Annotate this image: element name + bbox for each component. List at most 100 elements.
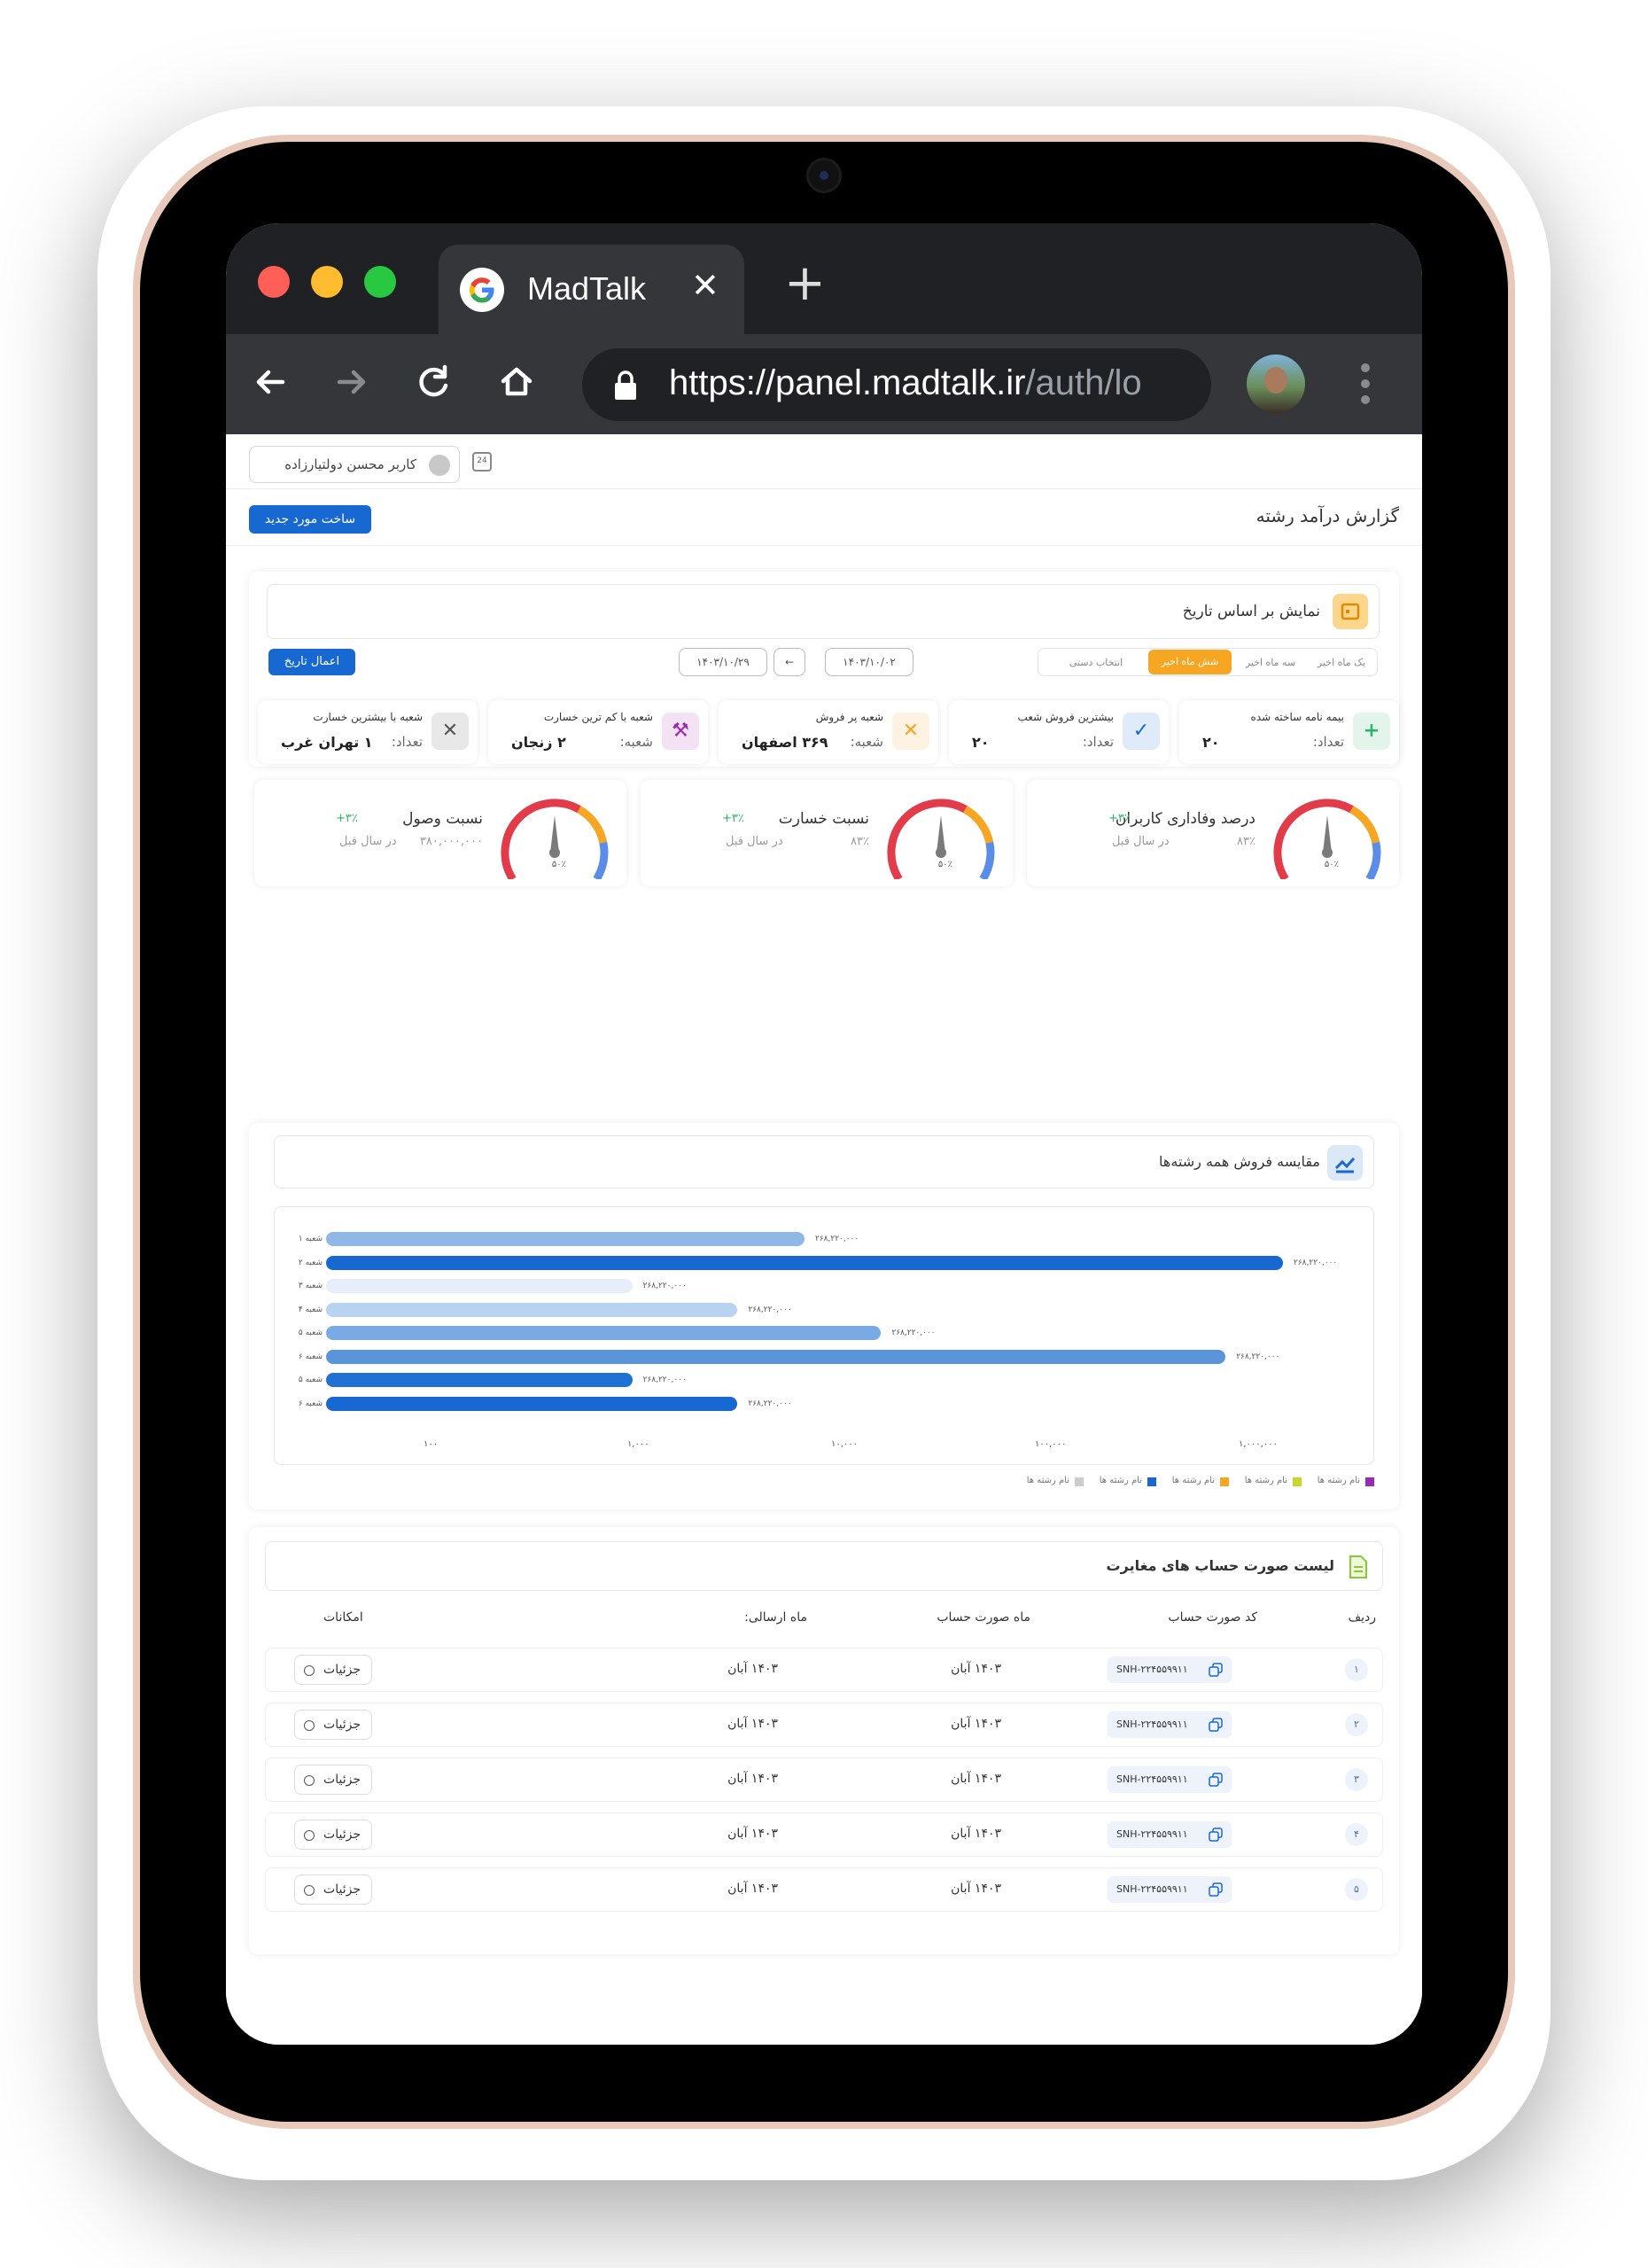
kebab-menu-icon[interactable] <box>1360 361 1371 407</box>
tools-icon: ✕ <box>892 713 929 750</box>
address-bar[interactable]: https://panel.madtalk.ir/auth/lo <box>582 348 1211 421</box>
from-date-field[interactable]: ۱۴۰۳/۱۰/۰۲ <box>825 648 913 676</box>
chart-header: مقایسه فروش همه رشته‌ها <box>274 1135 1374 1189</box>
tab-one-month[interactable]: یک ماه اخیر <box>1317 657 1366 668</box>
bar-category-label: شعبه ۲ <box>298 1258 323 1267</box>
invoice-code: SNH-۲۲۴۵۵۹۹۱۱ <box>1116 1719 1188 1730</box>
col-header-actions: امکانات <box>323 1610 363 1625</box>
legend-swatch <box>1293 1477 1302 1486</box>
x-tick-label: ۱,۰۰۰ <box>627 1439 649 1449</box>
create-new-button[interactable]: ساخت مورد جدید <box>249 505 371 534</box>
x-tick-label: ۱۰,۰۰۰ <box>831 1439 859 1449</box>
bar-chart: شعبه ۱ ۲۶۸,۲۲۰,۰۰۰ شعبه ۲ ۲۶۸,۲۲۰,۰۰۰ شعبه ۳… <box>275 1207 1375 1466</box>
reload-icon[interactable] <box>408 355 461 409</box>
gauge-dial <box>887 799 995 879</box>
details-button[interactable]: جزئیات <box>294 1820 372 1850</box>
details-button[interactable]: جزئیات <box>294 1655 372 1685</box>
user-name: کاربر محسن دولتیارزاده <box>284 456 416 472</box>
gauge-prev-value: ۳۸۰,۰۰۰,۰۰۰ <box>419 835 483 848</box>
apply-date-button[interactable]: اعمال تاریخ <box>268 649 355 675</box>
gauge-title: نسبت خسارت <box>778 810 869 828</box>
invoice-code-chip[interactable]: SNH-۲۲۴۵۵۹۹۱۱ <box>1108 1656 1232 1683</box>
stat-card: ✕ شعبه با بیشترین خسارت تعداد: ۱ تهران غ… <box>258 700 478 764</box>
table-row: ۲ SNH-۲۲۴۵۵۹۹۱۱ ۱۴۰۳ آبان ۱۴۰۳ آبان جزئی… <box>265 1703 1383 1747</box>
gauge-dial <box>501 799 609 879</box>
stat-value: ۱ تهران غرب <box>281 734 373 751</box>
details-label: جزئیات <box>323 1718 361 1732</box>
tab-three-months[interactable]: سه ماه اخیر <box>1245 657 1296 668</box>
gauge-center-value: ۵۰٪ <box>937 860 952 869</box>
user-chip[interactable]: کاربر محسن دولتیارزاده <box>249 446 460 483</box>
tab-close-icon[interactable]: ✕ <box>691 266 719 305</box>
copy-icon[interactable] <box>1209 1882 1223 1897</box>
gauge-card: ۵۰٪ نسبت خسارت +۳٪ در سال قبل ۸۳٪ <box>641 780 1013 886</box>
legend-label: نام رشته ها <box>1244 1476 1287 1485</box>
maximize-window-button[interactable] <box>364 266 396 298</box>
x-tick-label: ۱۰۰,۰۰۰ <box>1035 1439 1067 1449</box>
bar-category-label: شعبه ۶ <box>298 1399 323 1408</box>
home-icon[interactable] <box>490 355 543 409</box>
stat-label: شعبه: <box>850 734 883 750</box>
table-header: لیست صورت حساب های مغایرت <box>265 1541 1383 1591</box>
stat-value: ۲۰ <box>972 734 990 751</box>
col-header-send-month: ماه ارسالی: <box>744 1610 807 1625</box>
details-button[interactable]: جزئیات <box>294 1765 372 1795</box>
details-label: جزئیات <box>323 1828 361 1842</box>
copy-icon[interactable] <box>1209 1663 1223 1677</box>
eye-icon <box>304 1885 315 1896</box>
invoice-code: SNH-۲۲۴۵۵۹۹۱۱ <box>1116 1773 1188 1785</box>
gauge-change: +۳٪ <box>336 812 358 825</box>
invoice-code-chip[interactable]: SNH-۲۲۴۵۵۹۹۱۱ <box>1108 1821 1232 1848</box>
copy-icon[interactable] <box>1209 1718 1223 1732</box>
stat-card: ✓ بیشترین فروش شعب تعداد: ۲۰ <box>949 700 1169 764</box>
bill-month: ۱۴۰۳ آبان <box>951 1662 1001 1676</box>
eye-icon <box>304 1830 315 1841</box>
back-arrow-icon[interactable] <box>244 355 297 409</box>
date-filter-title: نمایش بر اساس تاریخ <box>1182 603 1320 620</box>
to-date-field[interactable]: ۱۴۰۳/۱۰/۲۹ <box>679 648 767 676</box>
bar-mark <box>326 1396 738 1411</box>
tab-manual-select[interactable]: انتخاب دستی <box>1069 657 1123 668</box>
minimize-window-button[interactable] <box>311 266 343 298</box>
forward-arrow-icon[interactable] <box>325 355 378 409</box>
legend-swatch <box>1147 1477 1156 1486</box>
date-filter-header: نمایش بر اساس تاریخ <box>267 584 1380 639</box>
legend-swatch <box>1220 1477 1229 1486</box>
bar-value-label: ۲۶۸,۲۲۰,۰۰۰ <box>815 1235 859 1243</box>
calendar-icon[interactable]: 24 <box>472 452 492 472</box>
invoice-code-chip[interactable]: SNH-۲۲۴۵۵۹۹۱۱ <box>1108 1876 1232 1903</box>
bar-category-label: شعبه ۴ <box>298 1305 323 1314</box>
new-tab-button[interactable]: + <box>784 254 826 312</box>
bar-mark <box>326 1349 1226 1364</box>
bar-value-label: ۲۶۸,۲۲۰,۰۰۰ <box>642 1282 687 1290</box>
stat-title: بیشترین فروش شعب <box>1017 711 1114 723</box>
bar-mark <box>326 1373 633 1387</box>
browser-nav-bar: https://panel.madtalk.ir/auth/lo <box>226 334 1422 434</box>
stat-value: ۲ زنجان <box>511 734 566 751</box>
stat-card: ⚒ شعبه با کم ترین خسارت شعبه: ۲ زنجان <box>488 700 708 764</box>
bar-value-label: ۲۶۸,۲۲۰,۰۰۰ <box>748 1399 792 1408</box>
profile-avatar[interactable] <box>1247 355 1305 413</box>
legend-label: نام رشته ها <box>1317 1476 1360 1485</box>
url-host: https://panel.madtalk.ir <box>669 363 1026 402</box>
screen: MadTalk ✕ + <box>226 223 1422 2045</box>
stat-card: ✕ شعبه پر فروش شعبه: ۳۶۹ اصفهان <box>719 700 938 764</box>
copy-icon[interactable] <box>1209 1828 1223 1842</box>
details-button[interactable]: جزئیات <box>294 1874 372 1905</box>
invoice-code-chip[interactable]: SNH-۲۲۴۵۵۹۹۱۱ <box>1108 1711 1232 1738</box>
x-tick-label: ۱۰۰ <box>424 1439 439 1449</box>
bill-month: ۱۴۰۳ آبان <box>951 1717 1001 1731</box>
bar-mark <box>326 1232 805 1246</box>
browser-tab[interactable]: MadTalk ✕ <box>439 245 744 334</box>
col-header-code: کد صورت حساب <box>1168 1610 1257 1625</box>
details-button[interactable]: جزئیات <box>294 1710 372 1740</box>
tab-six-months[interactable]: شش ماه اخیر <box>1148 650 1232 674</box>
close-window-button[interactable] <box>258 266 290 298</box>
gauge-dial <box>1273 799 1381 879</box>
invoice-code: SNH-۲۲۴۵۵۹۹۱۱ <box>1116 1828 1188 1840</box>
bar-category-label: شعبه ۶ <box>298 1352 323 1361</box>
page-title: گزارش درآمد رشته <box>1255 505 1399 526</box>
page-header: گزارش درآمد رشته ساخت مورد جدید <box>226 489 1422 546</box>
copy-icon[interactable] <box>1209 1773 1223 1787</box>
invoice-code-chip[interactable]: SNH-۲۲۴۵۵۹۹۱۱ <box>1108 1766 1232 1793</box>
